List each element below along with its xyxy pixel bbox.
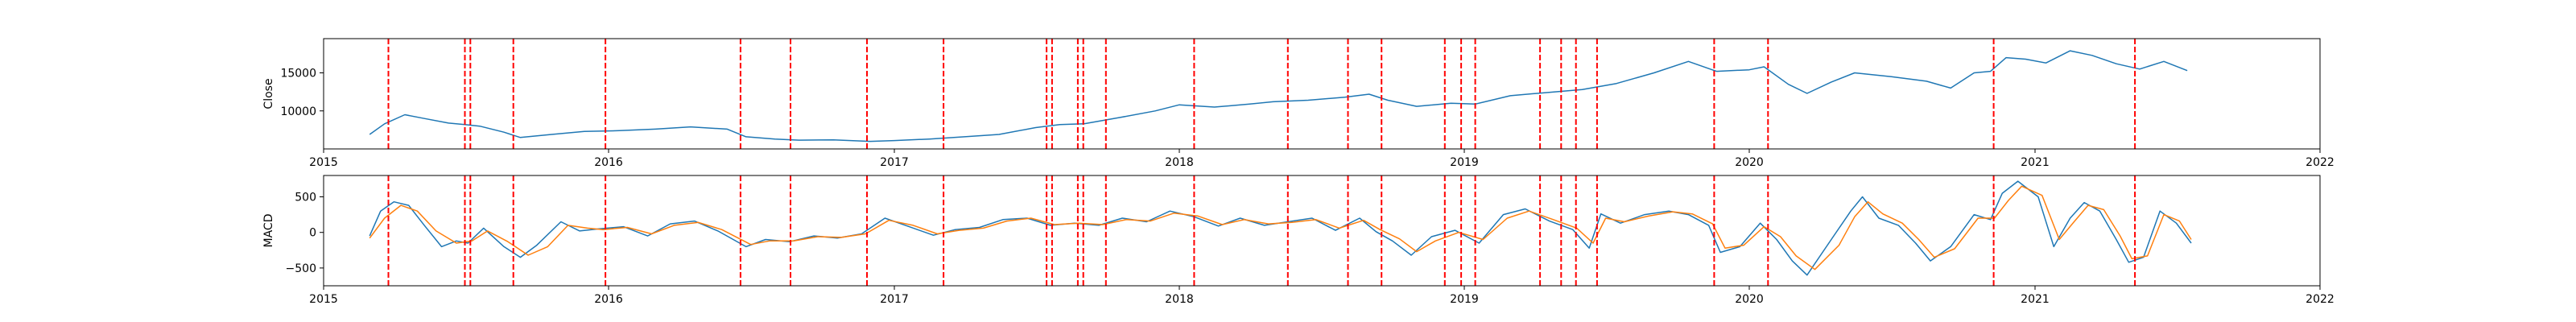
x-tick-label: 2019 xyxy=(1450,156,1479,169)
x-tick-label: 2018 xyxy=(1165,293,1194,306)
series-line-1 xyxy=(369,185,2192,270)
x-tick-label: 2016 xyxy=(594,293,623,306)
x-tick-label: 2015 xyxy=(309,293,338,306)
axes-frame xyxy=(323,38,2321,150)
y-axis-label: Close xyxy=(262,78,275,109)
x-tick-label: 2018 xyxy=(1165,156,1194,169)
x-tick-label: 2017 xyxy=(880,293,909,306)
y-tick-label: 15000 xyxy=(280,68,316,80)
x-tick-label: 2016 xyxy=(594,156,623,169)
x-tick-label: 2021 xyxy=(2021,293,2050,306)
x-tick-label: 2015 xyxy=(309,156,338,169)
series-line-0 xyxy=(369,50,2188,142)
x-tick-label: 2017 xyxy=(880,156,909,169)
series-line-0 xyxy=(369,180,2192,276)
y-axis-label: MACD xyxy=(262,214,275,248)
y-tick-label: 10000 xyxy=(280,105,316,118)
x-tick-label: 2022 xyxy=(2306,293,2334,306)
x-tick-label: 2019 xyxy=(1450,293,1479,306)
y-tick-label: 500 xyxy=(295,192,316,204)
x-tick-label: 2020 xyxy=(1735,156,1764,169)
x-tick-label: 2020 xyxy=(1735,293,1764,306)
y-tick-label: 0 xyxy=(309,227,316,240)
macd-panel: 2015 2016 2017 2018 2019 2020 2021 2022 −500 0 500… xyxy=(262,175,2334,306)
x-tick-label: 2021 xyxy=(2021,156,2050,169)
x-tick-label: 2022 xyxy=(2306,156,2334,169)
close-price-panel: 2015 2016 2017 2018 2019 2020 2021 2022 10000 150… xyxy=(262,38,2334,169)
y-tick-label: −500 xyxy=(286,262,316,275)
axes-frame xyxy=(323,175,2321,287)
